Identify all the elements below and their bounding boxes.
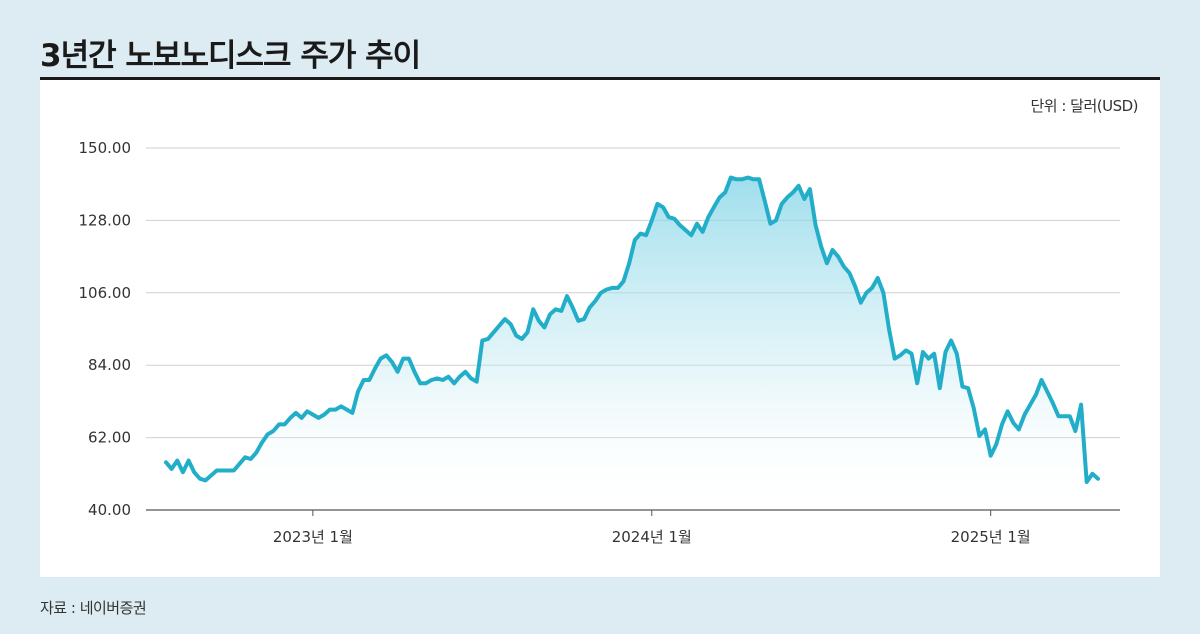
- y-tick-label: 150.00: [79, 139, 132, 157]
- y-tick-label: 62.00: [88, 429, 131, 447]
- y-tick-label: 106.00: [79, 284, 132, 302]
- line-layer: [164, 175, 1100, 484]
- y-tick-label: 128.00: [79, 211, 132, 229]
- y-tick-label: 40.00: [88, 501, 131, 519]
- chart-title: 3년간 노보노디스크 주가 추이: [40, 38, 421, 74]
- y-axis-ticks: 150.00 128.00 106.00 84.00 62.00 40.00: [79, 139, 132, 519]
- price-line: [164, 175, 1100, 484]
- x-tick-label: 2025년 1월: [951, 528, 1031, 546]
- title-underline: [40, 77, 1160, 80]
- x-axis-ticks: 2023년 1월 2024년 1월 2025년 1월: [273, 510, 1031, 546]
- area-layer: [166, 177, 1098, 510]
- source-label: 자료 : 네이버증권: [40, 599, 147, 617]
- x-tick-label: 2023년 1월: [273, 528, 353, 546]
- unit-label: 단위 : 달러(USD): [1030, 97, 1138, 115]
- price-area-fill: [166, 177, 1098, 510]
- y-tick-label: 84.00: [88, 356, 131, 374]
- x-tick-label: 2024년 1월: [612, 528, 692, 546]
